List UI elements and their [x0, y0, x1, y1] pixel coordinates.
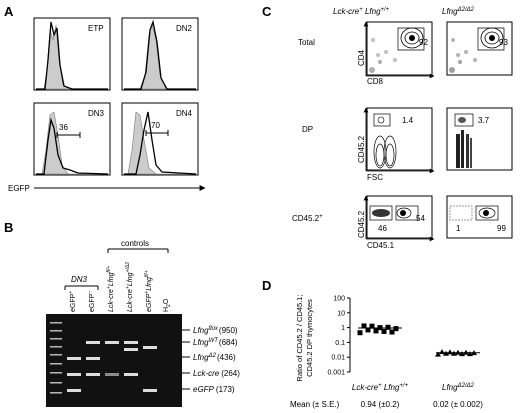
data-point-square: [357, 330, 363, 336]
gate-value-dn3: 36: [59, 123, 68, 132]
data-point-square: [389, 329, 395, 335]
data-point-square: [365, 327, 371, 333]
data-point-triangle: [447, 349, 453, 355]
panel-d-scatter: 100 10 1 0.1 0.01 0.001 Ratio of CD45.2 / CD4…: [290, 294, 483, 409]
data-point-triangle: [451, 350, 457, 356]
data-point-triangle: [439, 349, 445, 355]
row-label-cd45: CD45.2+: [292, 214, 323, 223]
histogram-dn2: DN2: [121, 17, 199, 91]
column-header-mutant: LfngΔ2/Δ2: [442, 7, 475, 16]
histogram-title-dn3: DN3: [88, 109, 105, 118]
data-point-square: [381, 328, 387, 334]
panel-b-gel: controls DN3 eGFP+ eGFP– Lck-cre+Lfngfl/…: [46, 239, 240, 407]
scatter-plot-area: 100 10 1 0.1 0.01 0.001: [327, 296, 480, 377]
data-point-square: [373, 328, 379, 334]
y-tick-label: 100: [333, 296, 345, 303]
band-label-lfng-wt: LfngWT(684): [193, 338, 238, 347]
flow-plot-dp-wt: 1.4: [366, 107, 433, 171]
axis-label-cd45-1: CD45.1: [367, 241, 395, 250]
y-tick-label: 1: [341, 325, 345, 332]
data-point-triangle: [435, 351, 441, 357]
y-tick-label: 0.01: [331, 355, 345, 362]
histogram-etp: ETP: [33, 17, 111, 91]
flow-value-cd45-mutant-left: 1: [456, 224, 461, 233]
flow-plot-total-mutant: 93: [446, 21, 513, 76]
flow-plot-cd45-mutant: 1 99: [446, 195, 513, 239]
data-point-triangle: [443, 350, 449, 356]
panel-label-c: C: [262, 4, 272, 19]
histogram-title-dn4: DN4: [176, 109, 193, 118]
data-point-triangle: [467, 351, 473, 357]
lane-label-egfp-pos: eGFP+: [68, 291, 77, 312]
flow-value-cd45-wt-right: 54: [416, 214, 425, 223]
mean-value-wt: 0.94 (±0.2): [361, 400, 400, 409]
mean-value-mutant: 0.02 (± 0.002): [433, 400, 483, 409]
group-label-mutant: LfngΔ2/Δ2: [442, 383, 475, 392]
data-point-square: [361, 323, 367, 329]
axis-label-cd4: CD4: [357, 49, 366, 66]
dn3-label: DN3: [71, 275, 88, 284]
panel-label-b: B: [4, 220, 13, 235]
gate-value-dn4: 70: [151, 121, 160, 130]
lane-label-h2o: H2O: [163, 298, 172, 312]
histogram-title-etp: ETP: [88, 24, 104, 33]
band-labels: Lfngflox(950) LfngWT(684) LfngΔ2(436) Lc…: [182, 326, 240, 394]
panel-label-a: A: [4, 4, 14, 19]
gel-image: [46, 314, 182, 407]
lane-label-lck-d2: Lck-cre+Lfng+/Δ2: [125, 262, 134, 312]
axis-label-fsc: FSC: [367, 173, 383, 182]
data-point-square: [385, 324, 391, 330]
data-point-triangle: [459, 351, 465, 357]
histogram-dn4: 70 DN4: [121, 102, 199, 176]
lane-label-egfp-neg: eGFP–: [87, 291, 96, 312]
data-point-square: [369, 323, 375, 329]
flow-value-total-mutant: 93: [499, 38, 508, 47]
flow-plot-dp-mutant: 3.7: [446, 107, 513, 171]
y-tick-label: 0.001: [327, 370, 345, 377]
flow-value-cd45-wt-left: 46: [378, 224, 387, 233]
y-tick-label: 10: [337, 310, 345, 317]
axis-label-cd8: CD8: [367, 77, 384, 86]
flow-plot-cd45-wt: 46 54: [366, 195, 433, 239]
controls-label: controls: [121, 239, 149, 248]
histogram-title-dn2: DN2: [176, 24, 193, 33]
gel-ladder: [50, 322, 62, 394]
y-axis-label-line-1: Ratio of CD45.2 / CD45.1;: [295, 294, 304, 381]
group-label-wt: Lck-cre+ Lfng+/+: [352, 383, 409, 392]
lane-label-egfp-lfng: eGFP+Lfngfl/+: [144, 270, 153, 312]
flow-value-cd45-mutant-right: 99: [497, 224, 506, 233]
panel-a-histograms: ETP DN2 36 DN3 70 DN: [8, 17, 206, 193]
egfp-axis-label: EGFP: [8, 184, 30, 193]
axis-label-cd45-2-dp: CD45.2: [357, 135, 366, 163]
column-header-wt: Lck-cre+ Lfng+/+: [333, 7, 390, 16]
panel-label-d: D: [262, 278, 271, 293]
y-tick-label: 0.1: [335, 340, 345, 347]
band-label-egfp: eGFP (173): [193, 385, 235, 394]
band-label-lck-cre: Lck-cre (264): [193, 369, 240, 378]
data-point-square: [393, 326, 399, 332]
row-label-total: Total: [298, 38, 315, 47]
panel-c-flow: Lck-cre+ Lfng+/+ LfngΔ2/Δ2 Total DP CD45…: [292, 7, 513, 250]
band-label-lfng-d2: LfngΔ2(436): [193, 353, 236, 362]
band-label-lfng-flox: Lfngflox(950): [193, 326, 238, 335]
y-axis-label-line-2: CD45.2 DP thymocytes: [305, 299, 314, 377]
lane-label-lck-wt: Lck-cre+Lfngfl/+: [106, 266, 115, 312]
histogram-dn3: 36 DN3: [33, 102, 111, 176]
gel-bands: [67, 341, 157, 392]
axis-label-cd45-2: CD45.2: [357, 210, 366, 238]
mean-label: Mean (± S.E.): [290, 400, 340, 409]
flow-value-dp-wt: 1.4: [402, 116, 414, 125]
flow-value-total-wt: 92: [419, 38, 428, 47]
row-label-dp: DP: [302, 125, 313, 134]
flow-plot-total-wt: 92: [366, 21, 433, 76]
flow-value-dp-mutant: 3.7: [478, 116, 490, 125]
